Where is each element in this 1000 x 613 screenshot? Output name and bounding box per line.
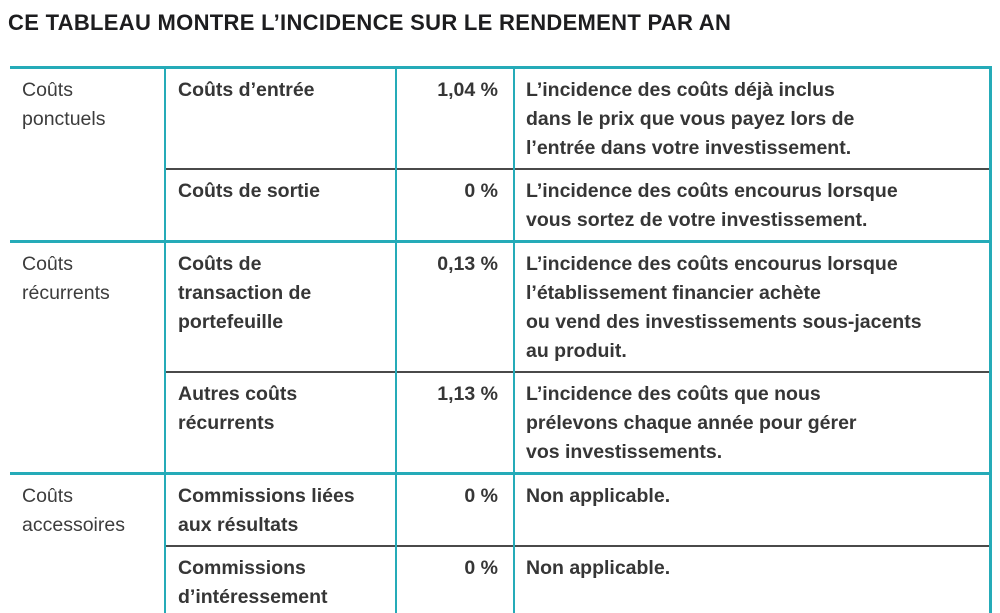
cost-name-cell: Coûts d’entrée (165, 66, 397, 169)
cost-value-cell: 0 % (396, 472, 515, 546)
cost-value-cell: 0,13 % (396, 240, 515, 372)
category-cell: Coûts récurrents (10, 240, 166, 474)
cost-description-cell: Non applicable. (514, 545, 992, 613)
cost-name-cell: Coûts de transaction de portefeuille (165, 240, 397, 372)
cost-name-cell: Coûts de sortie (165, 168, 397, 242)
cost-value-cell: 0 % (396, 545, 515, 613)
costs-table: Coûts ponctuels Coûts d’entrée 1,04 % L’… (10, 66, 992, 613)
cost-name-cell: Commissions liées aux résultats (165, 472, 397, 546)
category-cell: Coûts accessoires (10, 472, 166, 613)
page-title: CE TABLEAU MONTRE L’INCIDENCE SUR LE REN… (8, 10, 732, 35)
category-cell: Coûts ponctuels (10, 66, 166, 242)
cost-description-cell: Non applicable. (514, 472, 992, 546)
cost-description-cell: L’incidence des coûts déjà inclus dans l… (514, 66, 992, 169)
table-row: Commissions d’intéressement 0 % Non appl… (10, 545, 992, 613)
table-row: Coûts récurrents Coûts de transaction de… (10, 240, 992, 474)
cost-value-cell: 1,13 % (396, 371, 515, 474)
cost-value-cell: 0 % (396, 168, 515, 242)
cost-value-cell: 1,04 % (396, 66, 515, 169)
cost-description-cell: L’incidence des coûts que nous prélevons… (514, 371, 992, 474)
table-row: Coûts accessoires Commissions liées aux … (10, 472, 992, 613)
cost-name-cell: Commissions d’intéressement (165, 545, 397, 613)
cost-description-cell: L’incidence des coûts encourus lorsque v… (514, 168, 992, 242)
table-row: Autres coûts récurrents 1,13 % L’inciden… (10, 371, 992, 474)
cost-name-cell: Autres coûts récurrents (165, 371, 397, 474)
table-row: Coûts de sortie 0 % L’incidence des coût… (10, 168, 992, 242)
cost-description-cell: L’incidence des coûts encourus lorsque l… (514, 240, 992, 372)
table-row: Coûts ponctuels Coûts d’entrée 1,04 % L’… (10, 66, 992, 242)
